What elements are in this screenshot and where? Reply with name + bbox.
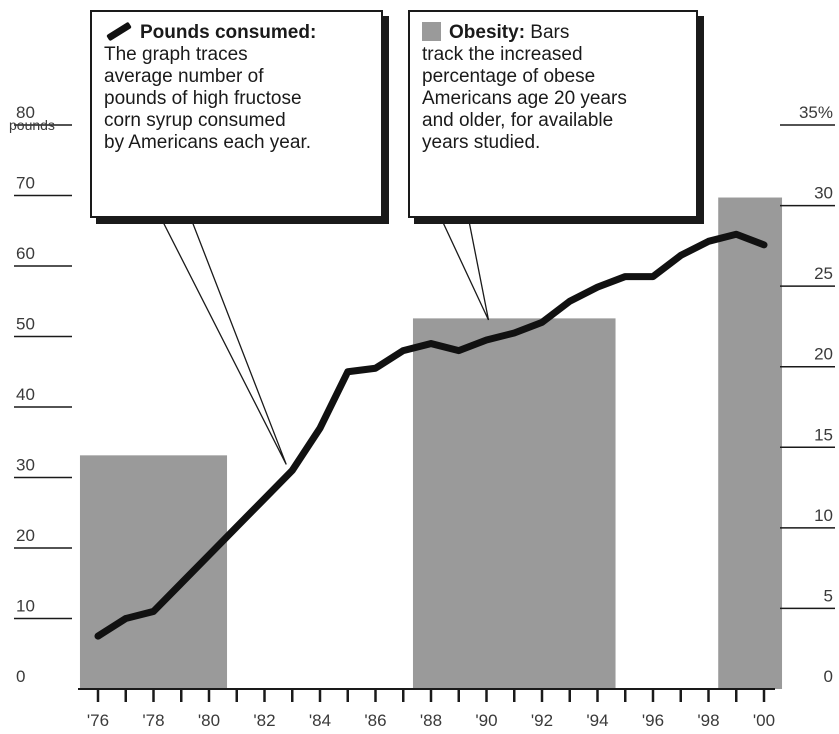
x-tick-label: '84 — [309, 711, 331, 730]
x-tick-label: '90 — [475, 711, 497, 730]
left-tick-label: 20 — [16, 526, 35, 545]
right-tick-label: 0 — [824, 667, 833, 686]
left-tick-label: 60 — [16, 244, 35, 263]
obesity-bar — [79, 455, 228, 689]
x-tick-label: '88 — [420, 711, 442, 730]
obesity-callout-line: Americans age 20 years — [422, 88, 627, 109]
obesity-callout-line: percentage of obese — [422, 66, 596, 87]
pounds-callout-line: The graph traces — [104, 44, 248, 65]
obesity-bar — [718, 197, 783, 689]
obesity-callout-line: track the increased — [422, 44, 583, 65]
left-tick-label: 30 — [16, 456, 35, 475]
bar-legend-icon — [422, 22, 441, 41]
obesity-bar — [412, 318, 616, 689]
left-tick-label: 80 — [16, 103, 35, 122]
right-tick-label: 35% — [799, 103, 833, 122]
obesity-bars — [79, 197, 783, 689]
right-tick-label: 25 — [814, 264, 833, 283]
left-tick-label: 70 — [16, 174, 35, 193]
x-tick-label: '92 — [531, 711, 553, 730]
callout-pointer — [158, 215, 287, 465]
obesity-callout-heading: Obesity: — [449, 22, 526, 43]
x-tick-label: '76 — [87, 711, 109, 730]
left-tick-label: 50 — [16, 315, 35, 334]
left-tick-label: 10 — [16, 597, 35, 616]
pounds-callout-heading-row: Pounds consumed: — [104, 22, 369, 44]
obesity-callout-line: and older, for available — [422, 110, 614, 131]
left-tick-label: 0 — [16, 667, 25, 686]
pounds-line-layer — [94, 230, 768, 640]
x-tick-label: '86 — [364, 711, 386, 730]
x-tick-label: '96 — [642, 711, 664, 730]
obesity-callout: Obesity: Bars track the increased percen… — [408, 10, 698, 218]
obesity-callout-line: years studied. — [422, 132, 541, 153]
right-tick-label: 20 — [814, 345, 833, 364]
left-tick-label: 40 — [16, 385, 35, 404]
obesity-callout-heading-row: Obesity: Bars — [422, 22, 684, 44]
right-tick-label: 10 — [814, 506, 833, 525]
line-legend-icon — [106, 22, 132, 42]
pounds-line — [94, 230, 768, 640]
right-tick-label: 30 — [814, 184, 833, 203]
right-tick-label: 5 — [824, 586, 833, 605]
pounds-callout-line: corn syrup consumed — [104, 110, 286, 131]
callout-pointer — [438, 215, 490, 321]
left-axis-unit-label: pounds — [9, 117, 55, 133]
axes: '76 '78 '80 '82 '84 '86 '88 '90 '92 '94 '96 '98 '00 0… — [9, 103, 835, 730]
pounds-callout-line: average number of — [104, 66, 264, 87]
pounds-callout: Pounds consumed: The graph traces averag… — [90, 10, 383, 218]
pounds-callout-line: pounds of high fructose — [104, 88, 302, 109]
x-tick-label: '98 — [697, 711, 719, 730]
obesity-callout-heading-rest: Bars — [525, 22, 570, 43]
right-tick-label: 15 — [814, 425, 833, 444]
x-tick-label: '78 — [142, 711, 164, 730]
x-tick-label: '00 — [753, 711, 775, 730]
x-tick-label: '82 — [253, 711, 275, 730]
x-tick-label: '80 — [198, 711, 220, 730]
pounds-callout-line: by Americans each year. — [104, 132, 311, 153]
pounds-callout-heading: Pounds consumed: — [140, 22, 317, 43]
x-tick-label: '94 — [586, 711, 608, 730]
